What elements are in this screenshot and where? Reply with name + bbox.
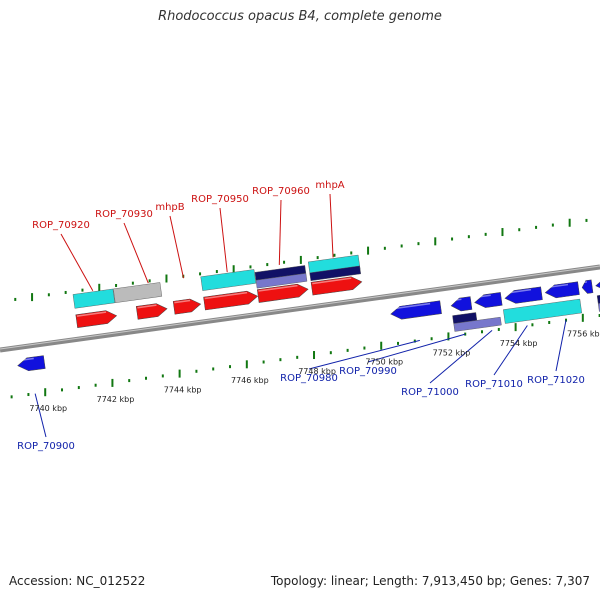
map-title: Rhodococcus opacus B4, complete genome	[158, 9, 442, 24]
gene-arrow-ROP_70980[interactable]	[390, 300, 442, 321]
gene-label-ROP_70990[interactable]: ROP_70990	[339, 366, 397, 377]
leader-ROP_70920	[60, 233, 94, 291]
feature-blocks	[72, 254, 600, 332]
leader-ROP_70930	[123, 222, 149, 284]
leader-ROP_70990	[367, 333, 466, 363]
feature-block-cyan	[503, 298, 582, 324]
gene-arrow-ROP_70950[interactable]	[203, 290, 259, 311]
feature-block-cyan	[200, 269, 257, 291]
leader-ROP_71000	[429, 330, 493, 384]
genome-backbone	[0, 264, 600, 353]
scale-labels: 7740 kbp 7742 kbp 7744 kbp 7746 kbp 7748 kbp…	[29, 330, 600, 413]
scale-label: 7742 kbp	[97, 395, 135, 404]
scale-label: 7740 kbp	[29, 404, 67, 413]
feature-block-gray	[113, 282, 163, 303]
feature-block-lavender	[597, 296, 600, 312]
leader-mhpB	[169, 215, 185, 279]
gene-label-mhpA[interactable]: mhpA	[315, 180, 344, 191]
gene-arrow-ROP_70960[interactable]	[256, 283, 309, 303]
leader-ROP_70900	[34, 393, 47, 438]
scale-label: 7746 kbp	[231, 376, 269, 385]
gene-arrow-ROP_71020[interactable]	[544, 281, 580, 299]
gene-label-mhpB[interactable]: mhpB	[155, 202, 184, 213]
gene-arrow-reverse-gene-b[interactable]	[595, 272, 600, 292]
gene-arrow-mhpA[interactable]	[310, 275, 363, 296]
leader-ROP_71010	[493, 325, 528, 376]
feature-block-lavender	[255, 273, 308, 289]
gene-label-ROP_70900[interactable]: ROP_70900	[17, 441, 75, 452]
gene-arrow-ROP_70920[interactable]	[75, 309, 118, 328]
gene-label-ROP_70960[interactable]: ROP_70960	[252, 186, 310, 197]
scale-label: 7748 kbp	[298, 367, 336, 376]
gene-arrow-ROP_70930[interactable]	[135, 302, 168, 320]
gene-label-ROP_71020[interactable]: ROP_71020	[527, 375, 585, 386]
leader-ROP_70980	[308, 339, 420, 370]
leader-ROP_70960	[278, 199, 282, 265]
feature-block-navy	[309, 265, 361, 281]
gene-arrow-ROP_70900[interactable]	[17, 355, 46, 373]
gene-label-ROP_70950[interactable]: ROP_70950	[191, 194, 249, 205]
feature-block-lavender	[453, 316, 502, 332]
gene-arrows	[17, 272, 600, 372]
scale-label: 7750 kbp	[365, 358, 403, 367]
topology-text: Topology: linear; Length: 7,913,450 bp; …	[270, 574, 590, 588]
gene-label-ROP_70980[interactable]: ROP_70980	[280, 373, 338, 384]
gene-label-ROP_71000[interactable]: ROP_71000	[401, 387, 459, 398]
scale-label: 7756 kbp	[567, 330, 600, 339]
backbone-highlight	[0, 265, 600, 350]
gene-arrow-reverse-gene-a[interactable]	[581, 279, 594, 294]
gene-label-ROP_71010[interactable]: ROP_71010	[465, 379, 523, 390]
scale-label: 7754 kbp	[500, 339, 538, 348]
leader-ROP_71020	[555, 320, 567, 372]
backbone-line	[0, 264, 600, 353]
scale-label: 7744 kbp	[164, 385, 202, 394]
feature-block-navy	[596, 288, 600, 304]
gene-arrow-ROP_71000[interactable]	[474, 292, 503, 309]
gene-arrow-mhpB[interactable]	[172, 298, 202, 315]
scale-label: 7752 kbp	[433, 348, 471, 357]
feature-block-cyan	[72, 288, 116, 309]
gene-arrow-ROP_70990[interactable]	[450, 296, 473, 313]
label-leader-lines	[34, 193, 567, 438]
leader-mhpA	[329, 193, 334, 258]
accession-text: Accession: NC_012522	[9, 574, 146, 588]
gene-label-ROP_70920[interactable]: ROP_70920	[32, 220, 90, 231]
gene-arrow-ROP_71010[interactable]	[504, 286, 543, 305]
leader-ROP_70950	[219, 207, 228, 273]
gene-label-ROP_70930[interactable]: ROP_70930	[95, 209, 153, 220]
